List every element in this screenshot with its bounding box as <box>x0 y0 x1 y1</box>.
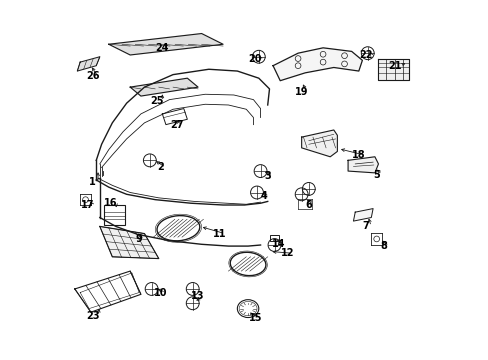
Text: 8: 8 <box>380 241 386 251</box>
Polygon shape <box>130 78 198 96</box>
Text: 23: 23 <box>86 311 99 321</box>
Text: 6: 6 <box>305 200 311 210</box>
Text: 18: 18 <box>351 150 365 160</box>
Text: 19: 19 <box>294 87 308 98</box>
Text: 14: 14 <box>271 239 285 249</box>
Polygon shape <box>272 48 362 81</box>
Text: 1: 1 <box>89 177 96 187</box>
Polygon shape <box>100 226 159 258</box>
Text: 25: 25 <box>150 96 163 107</box>
Polygon shape <box>301 130 337 157</box>
Text: 24: 24 <box>155 43 169 53</box>
Text: 9: 9 <box>136 234 142 244</box>
Text: 26: 26 <box>86 71 99 81</box>
Text: 16: 16 <box>103 198 117 208</box>
Text: 17: 17 <box>81 200 94 210</box>
Text: 2: 2 <box>157 162 163 172</box>
Text: 27: 27 <box>169 120 183 130</box>
Polygon shape <box>353 208 372 221</box>
Text: 15: 15 <box>248 312 262 323</box>
Polygon shape <box>378 59 408 80</box>
Text: 22: 22 <box>359 50 372 60</box>
Text: 10: 10 <box>154 288 167 297</box>
Text: 5: 5 <box>372 170 379 180</box>
Text: 7: 7 <box>362 221 368 231</box>
Text: 13: 13 <box>191 291 204 301</box>
Polygon shape <box>347 157 378 173</box>
Text: 3: 3 <box>264 171 270 181</box>
Polygon shape <box>108 33 223 55</box>
Polygon shape <box>77 57 100 71</box>
Text: 11: 11 <box>212 229 226 239</box>
Text: 12: 12 <box>280 248 293 258</box>
Text: 21: 21 <box>387 61 401 71</box>
Text: 20: 20 <box>248 54 262 64</box>
Text: 4: 4 <box>260 191 267 201</box>
